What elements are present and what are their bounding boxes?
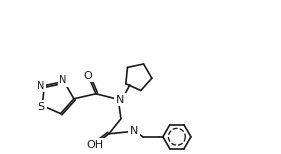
Text: N: N bbox=[130, 126, 138, 136]
Text: OH: OH bbox=[86, 139, 103, 149]
Text: N: N bbox=[37, 81, 44, 91]
Text: O: O bbox=[83, 71, 92, 81]
Text: N: N bbox=[37, 81, 44, 91]
Text: N: N bbox=[59, 75, 67, 85]
Text: N: N bbox=[116, 95, 124, 105]
Text: N: N bbox=[130, 126, 138, 136]
Text: N: N bbox=[59, 75, 67, 85]
Text: O: O bbox=[83, 71, 92, 81]
Text: S: S bbox=[38, 101, 45, 111]
Text: S: S bbox=[38, 101, 45, 111]
Text: OH: OH bbox=[86, 140, 103, 150]
Text: N: N bbox=[116, 95, 124, 105]
